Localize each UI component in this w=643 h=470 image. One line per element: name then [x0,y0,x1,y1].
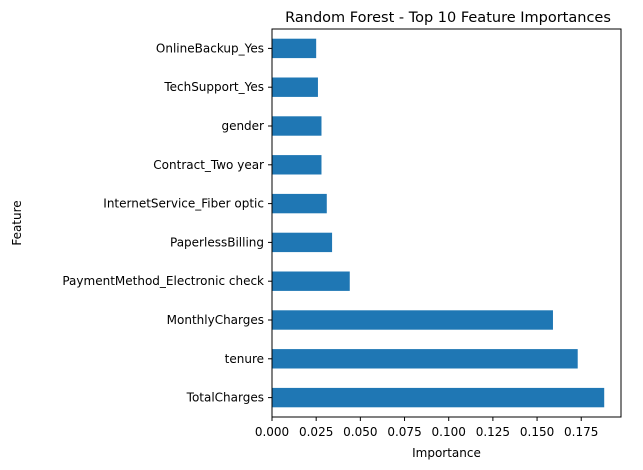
x-tick-label: 0.050 [343,425,377,439]
y-tick-label: gender [221,119,264,133]
chart-title: Random Forest - Top 10 Feature Importanc… [285,10,611,26]
bar-5 [272,193,327,214]
bar-6 [272,155,322,175]
x-tick-label: 0.025 [299,425,333,439]
y-tick-label: TotalCharges [186,391,264,405]
bar-8 [272,77,318,97]
y-tick-label: tenure [225,352,264,366]
y-tick-label: OnlineBackup_Yes [156,41,264,55]
bar-3 [272,271,350,291]
y-axis-label: Feature [10,200,24,245]
x-tick-label: 0.125 [476,425,510,439]
y-tick-label: TechSupport_Yes [163,80,264,94]
bars-group [272,38,605,408]
y-tick-label: PaperlessBilling [170,235,264,249]
bar-2 [272,310,553,330]
y-tick-label: MonthlyCharges [167,313,264,327]
x-axis-label: Importance [412,446,481,460]
bar-7 [272,116,322,136]
x-tick-label: 0.075 [387,425,421,439]
y-axis-ticks: TotalCharges tenure MonthlyCharges PaymentM… [62,41,272,405]
y-tick-label: PaymentMethod_Electronic check [62,274,264,288]
y-tick-label: Contract_Two year [153,158,264,172]
bar-0 [272,387,605,408]
x-tick-label: 0.100 [432,425,466,439]
plot-frame [271,28,622,418]
x-tick-label: 0.150 [520,425,554,439]
bar-1 [272,349,578,369]
x-axis-ticks: 0.000 0.025 0.050 0.075 0.100 0.125 0.150 0.175 [255,417,598,439]
y-tick-label: InternetService_Fiber optic [103,197,264,211]
x-tick-label: 0.000 [255,425,289,439]
bar-4 [272,232,333,253]
bar-9 [272,38,317,59]
x-tick-label: 0.175 [564,425,598,439]
